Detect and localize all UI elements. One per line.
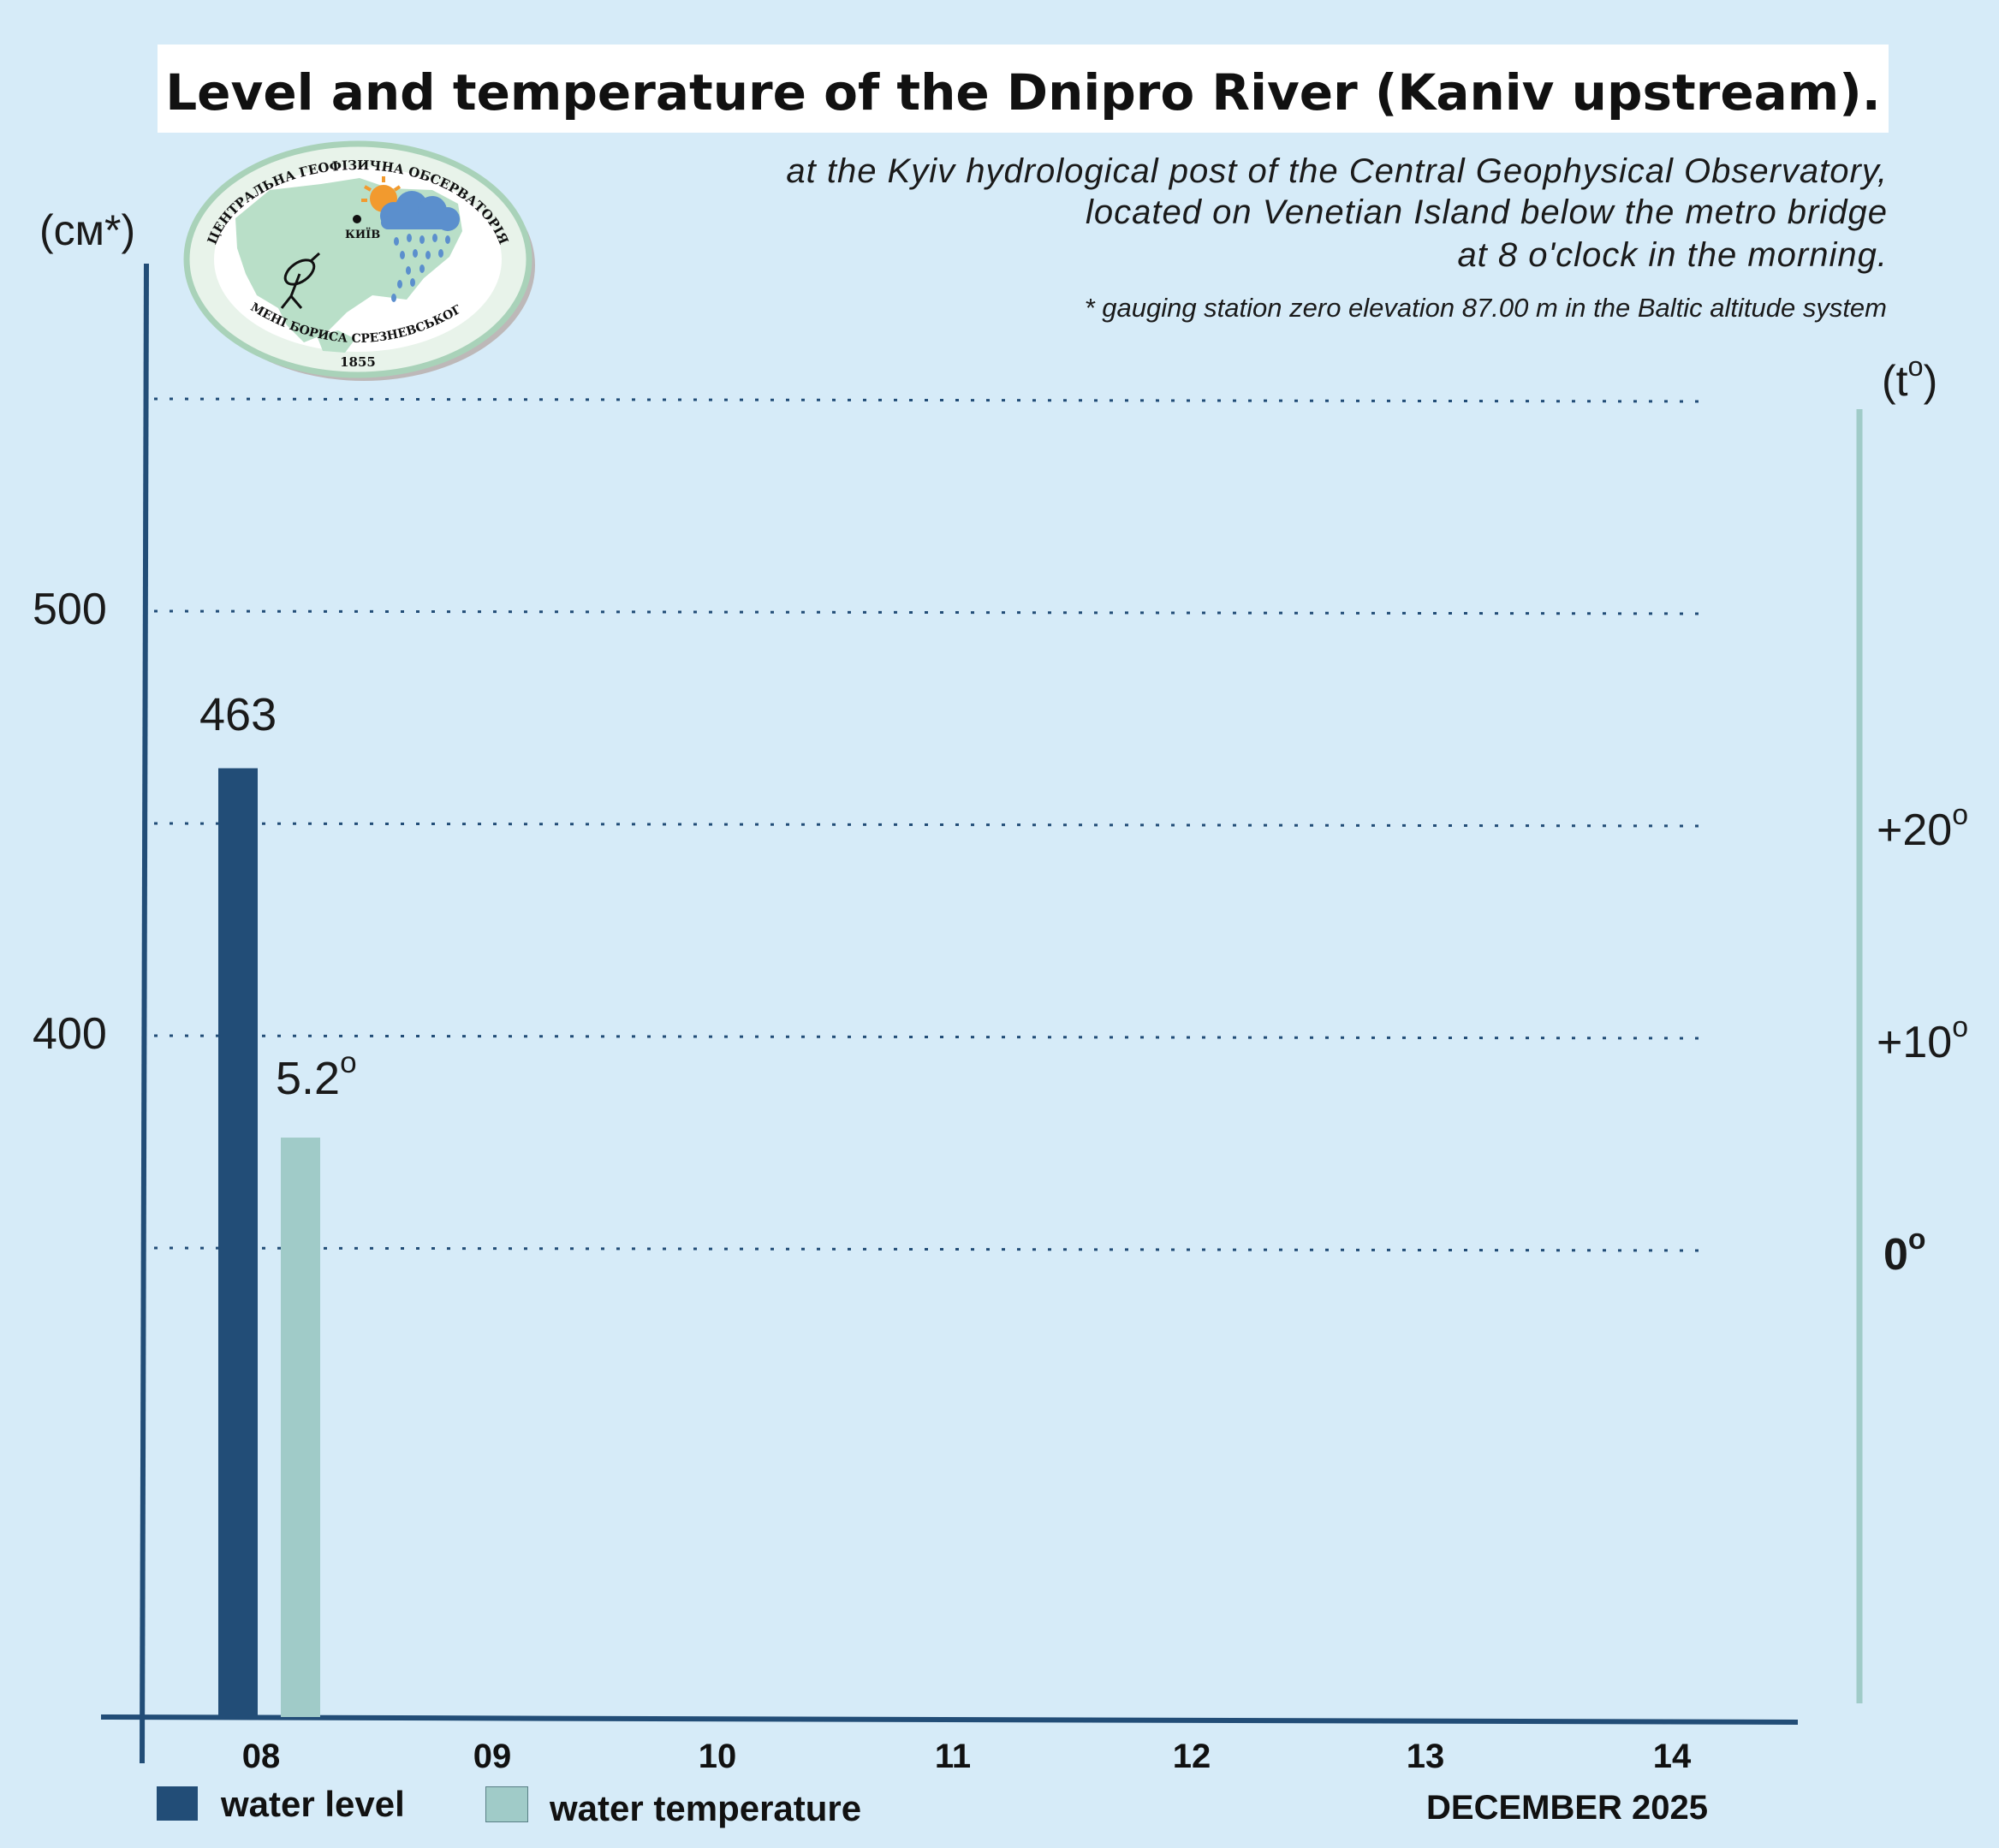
x-axis-tick-08: 08 <box>241 1738 281 1775</box>
title-box: Level and temperature of the Dnipro Rive… <box>158 45 1889 133</box>
subtitle-line-1: at the Kyiv hydrological post of the Cen… <box>786 152 1888 190</box>
gridline-500 <box>153 609 1709 615</box>
right-axis-tick-+20: +20o <box>1877 799 1969 855</box>
right-axis-tick-0: 0o <box>1883 1223 1926 1280</box>
x-axis-tick-13: 13 <box>1406 1738 1445 1775</box>
x-axis-tick-09: 09 <box>473 1738 512 1775</box>
bars <box>218 768 320 1717</box>
gridline-450 <box>153 822 1709 828</box>
water-level-bar-08 <box>218 768 258 1717</box>
x-axis-tick-11: 11 <box>934 1738 972 1775</box>
subtitle-line-3: at 8 o'clock in the morning. <box>1457 236 1888 274</box>
water-level-data-label: 463 <box>199 688 277 740</box>
gridlines <box>153 397 1709 1252</box>
gridline-350 <box>153 1246 1709 1252</box>
x-axis-tick-14: 14 <box>1652 1738 1692 1775</box>
x-axis-tick-12: 12 <box>1172 1738 1211 1775</box>
left-axis-tick-500: 500 <box>33 585 107 634</box>
left-axis-line <box>140 263 149 1764</box>
left-axis-unit: (см*) <box>39 206 136 254</box>
water-temperature-bar-08 <box>281 1138 320 1717</box>
right-axis-tick-+10: +10o <box>1877 1011 1969 1067</box>
x-axis-tick-10: 10 <box>698 1738 737 1775</box>
observatory-logo: КИЇВ ЦЕНТРАЛЬНА ГЕОФІЗИЧНА ОБСЕРВАТОРІЯ … <box>176 137 535 381</box>
logo-city: КИЇВ <box>345 228 380 241</box>
legend-swatch-water-temperature <box>485 1786 528 1822</box>
legend-label-water-level: water level <box>221 1784 405 1824</box>
legend-label-water-temperature: water temperature <box>550 1788 862 1828</box>
subtitle-line-2: located on Venetian Island below the met… <box>1086 193 1888 231</box>
x-axis-line <box>100 1714 1799 1725</box>
logo-year: 1855 <box>340 354 376 370</box>
footnote: * gauging station zero elevation 87.00 m… <box>1084 293 1887 323</box>
water-temperature-data-label: 5.2o <box>276 1046 357 1105</box>
gridline-400 <box>153 1034 1709 1040</box>
legend-swatch-water-level <box>157 1786 198 1821</box>
chart-title: Level and temperature of the Dnipro Rive… <box>165 63 1881 122</box>
gridline-550 <box>153 397 1709 403</box>
left-axis-tick-400: 400 <box>33 1009 107 1059</box>
right-axis-unit: (to) <box>1882 350 1938 406</box>
x-axis-month-label: DECEMBER 2025 <box>1426 1789 1709 1827</box>
